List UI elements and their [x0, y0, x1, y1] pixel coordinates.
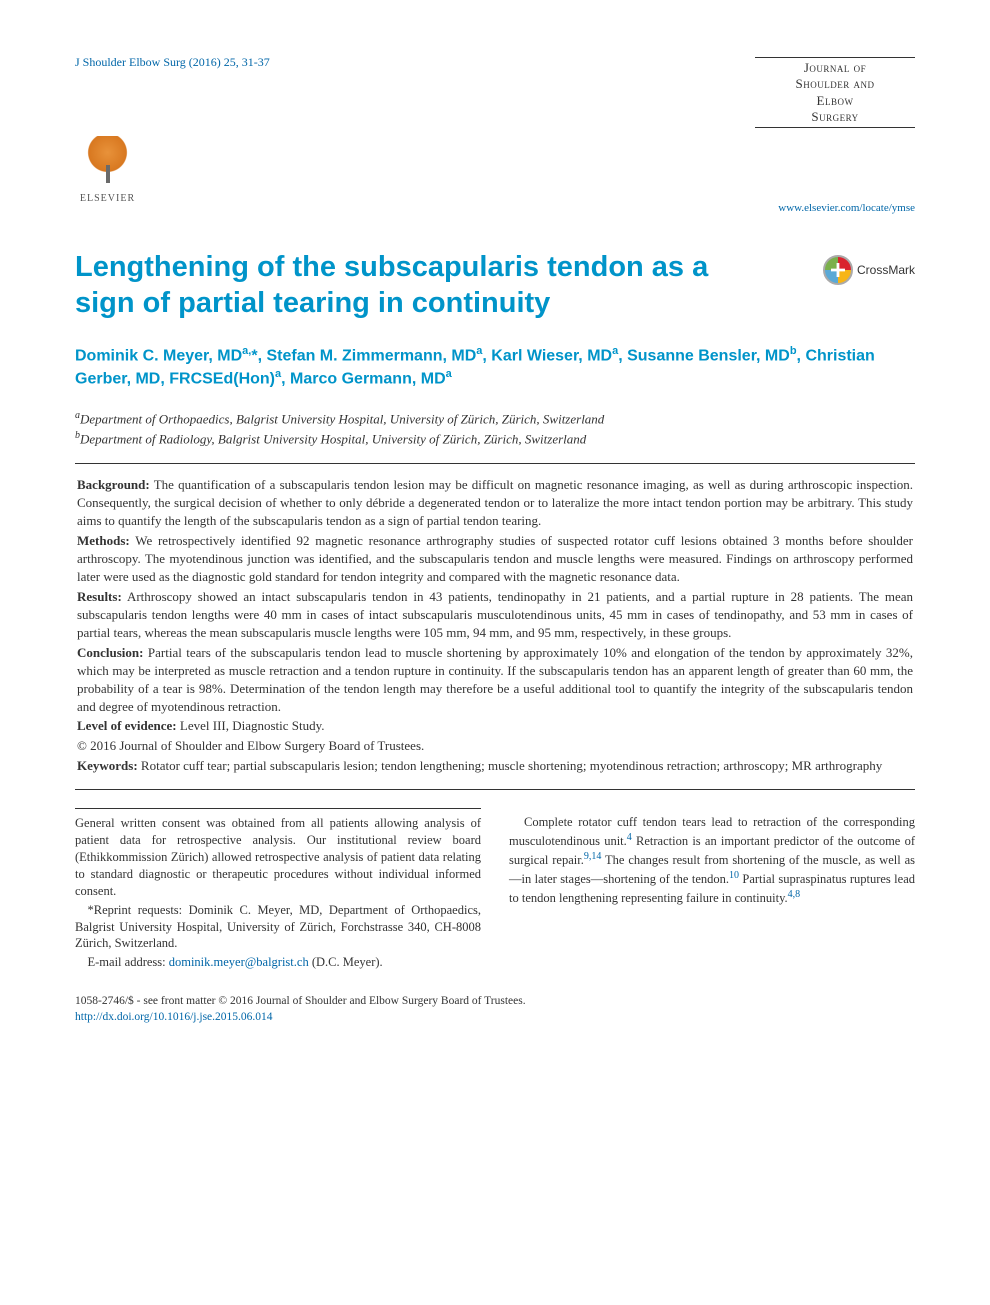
affiliations-block: aDepartment of Orthopaedics, Balgrist Un…	[75, 409, 915, 449]
intro-paragraph: Complete rotator cuff tendon tears lead …	[509, 814, 915, 907]
title-row: Lengthening of the subscapularis tendon …	[75, 249, 915, 322]
abstract-loe: Level of evidence: Level III, Diagnostic…	[77, 717, 913, 735]
abstract-methods: Methods: We retrospectively identified 9…	[77, 532, 913, 586]
affiliation-b: bDepartment of Radiology, Balgrist Unive…	[75, 429, 915, 449]
author-list: Dominik C. Meyer, MDa,*, Stefan M. Zimme…	[75, 344, 915, 391]
front-matter-line: 1058-2746/$ - see front matter © 2016 Jo…	[75, 993, 915, 1025]
journal-title-box: Journal of Shoulder and Elbow Surgery	[755, 55, 915, 130]
abstract-conclusion: Conclusion: Partial tears of the subscap…	[77, 644, 913, 716]
footer-columns: General written consent was obtained fro…	[75, 808, 915, 971]
doi-link[interactable]: http://dx.doi.org/10.1016/j.jse.2015.06.…	[75, 1009, 915, 1025]
crossmark-badge[interactable]: CrossMark	[823, 255, 915, 285]
front-matter-text: 1058-2746/$ - see front matter © 2016 Jo…	[75, 993, 915, 1009]
logo-row: ELSEVIER www.elsevier.com/locate/ymse	[75, 136, 915, 214]
consent-statement: General written consent was obtained fro…	[75, 815, 481, 899]
reprint-requests: *Reprint requests: Dominik C. Meyer, MD,…	[75, 902, 481, 953]
footer-left-column: General written consent was obtained fro…	[75, 808, 481, 971]
crossmark-label: CrossMark	[857, 263, 915, 277]
corresponding-email-link[interactable]: dominik.meyer@balgrist.ch	[169, 955, 309, 969]
abstract-copyright: © 2016 Journal of Shoulder and Elbow Sur…	[77, 737, 913, 755]
article-title: Lengthening of the subscapularis tendon …	[75, 249, 765, 322]
footer-right-column: Complete rotator cuff tendon tears lead …	[509, 808, 915, 971]
elsevier-label: ELSEVIER	[80, 193, 135, 204]
elsevier-logo: ELSEVIER	[75, 136, 140, 214]
crossmark-icon	[823, 255, 853, 285]
affiliation-a: aDepartment of Orthopaedics, Balgrist Un…	[75, 409, 915, 429]
citation-text: J Shoulder Elbow Surg (2016) 25, 31-37	[75, 55, 270, 70]
elsevier-tree-icon	[80, 136, 135, 191]
abstract-results: Results: Arthroscopy showed an intact su…	[77, 588, 913, 642]
journal-name-line1: Journal of	[755, 60, 915, 76]
abstract-box: Background: The quantification of a subs…	[75, 463, 915, 790]
abstract-keywords: Keywords: Rotator cuff tear; partial sub…	[77, 757, 913, 775]
journal-name-line2: Shoulder and	[755, 76, 915, 92]
journal-name-line3: Elbow	[755, 93, 915, 109]
header-row: J Shoulder Elbow Surg (2016) 25, 31-37 J…	[75, 55, 915, 130]
journal-name-line4: Surgery	[755, 109, 915, 125]
journal-url-link[interactable]: www.elsevier.com/locate/ymse	[778, 202, 915, 214]
abstract-background: Background: The quantification of a subs…	[77, 476, 913, 530]
email-line: E-mail address: dominik.meyer@balgrist.c…	[75, 954, 481, 971]
